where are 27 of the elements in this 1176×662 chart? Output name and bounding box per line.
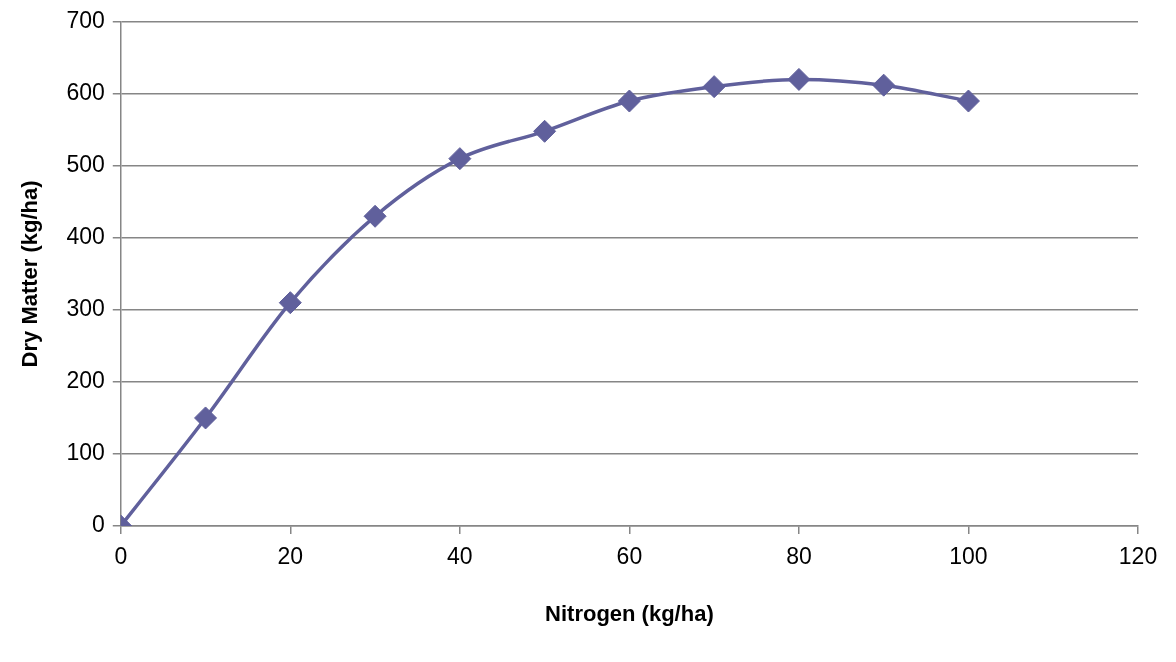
y-axis-title: Dry Matter (kg/ha) bbox=[17, 180, 43, 368]
y-tick-label: 0 bbox=[91, 511, 105, 538]
point bbox=[872, 73, 896, 97]
point bbox=[617, 89, 641, 113]
x-tick-label: 100 bbox=[949, 543, 988, 570]
point bbox=[533, 119, 557, 143]
y-tick-label: 200 bbox=[66, 367, 105, 394]
x-axis-title: Nitrogen (kg/ha) bbox=[545, 600, 714, 626]
point bbox=[787, 67, 811, 91]
x-tick-label: 20 bbox=[277, 543, 304, 570]
point bbox=[363, 204, 387, 228]
point bbox=[278, 291, 302, 315]
x-tick-label: 60 bbox=[616, 543, 643, 570]
y-tick-label: 700 bbox=[66, 7, 105, 34]
point bbox=[194, 406, 218, 430]
x-tick-label: 80 bbox=[786, 543, 812, 570]
y-tick-label: 300 bbox=[66, 295, 105, 322]
x-tick-label: 40 bbox=[447, 543, 473, 570]
x-tick-label: 120 bbox=[1118, 543, 1158, 570]
y-tick-label: 600 bbox=[66, 79, 105, 106]
point bbox=[956, 89, 980, 113]
point bbox=[702, 75, 726, 99]
y-tick-label: 400 bbox=[66, 223, 105, 250]
x-tick-label: 0 bbox=[114, 543, 128, 570]
point bbox=[448, 147, 472, 171]
y-tick-label: 100 bbox=[66, 439, 105, 466]
y-tick-label: 500 bbox=[66, 151, 105, 178]
